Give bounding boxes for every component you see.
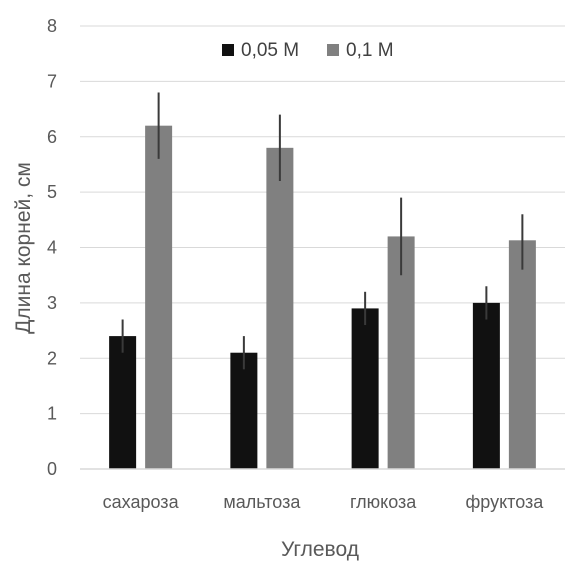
bar-series1-3 <box>472 302 500 469</box>
legend-swatch <box>327 44 339 56</box>
x-tick-label: мальтоза <box>223 492 301 512</box>
legend: 0,05 М 0,1 М <box>222 40 394 61</box>
y-tick-label: 4 <box>47 238 57 258</box>
y-tick-label: 6 <box>47 127 57 147</box>
y-tick-label: 7 <box>47 71 57 91</box>
error-bars <box>121 92 524 370</box>
bars <box>109 125 536 470</box>
bar-series2-0 <box>145 125 173 470</box>
y-axis-title: Длина корней, см <box>12 162 35 334</box>
legend-label: 0,05 М <box>241 40 299 61</box>
y-tick-label: 2 <box>47 348 57 368</box>
legend-swatch <box>222 44 234 56</box>
x-tick-label: сахароза <box>103 492 180 512</box>
y-tick-label: 0 <box>47 459 57 479</box>
y-tick-label: 5 <box>47 182 57 202</box>
bar-series2-1 <box>266 147 294 469</box>
y-axis-ticks: 0 1 2 3 4 5 6 7 8 <box>47 16 57 479</box>
x-tick-label: глюкоза <box>350 492 417 512</box>
bar-series1-1 <box>230 352 258 469</box>
bar-series1-0 <box>109 336 137 469</box>
bar-series2-3 <box>508 240 536 469</box>
bar-series1-2 <box>351 308 379 469</box>
x-tick-label: фруктоза <box>465 492 544 512</box>
y-tick-label: 8 <box>47 16 57 36</box>
y-tick-label: 1 <box>47 404 57 424</box>
x-axis-title: Углевод <box>281 538 359 561</box>
x-axis-ticks: сахароза мальтоза глюкоза фруктоза <box>103 492 545 512</box>
legend-label: 0,1 М <box>346 40 394 61</box>
y-tick-label: 3 <box>47 293 57 313</box>
